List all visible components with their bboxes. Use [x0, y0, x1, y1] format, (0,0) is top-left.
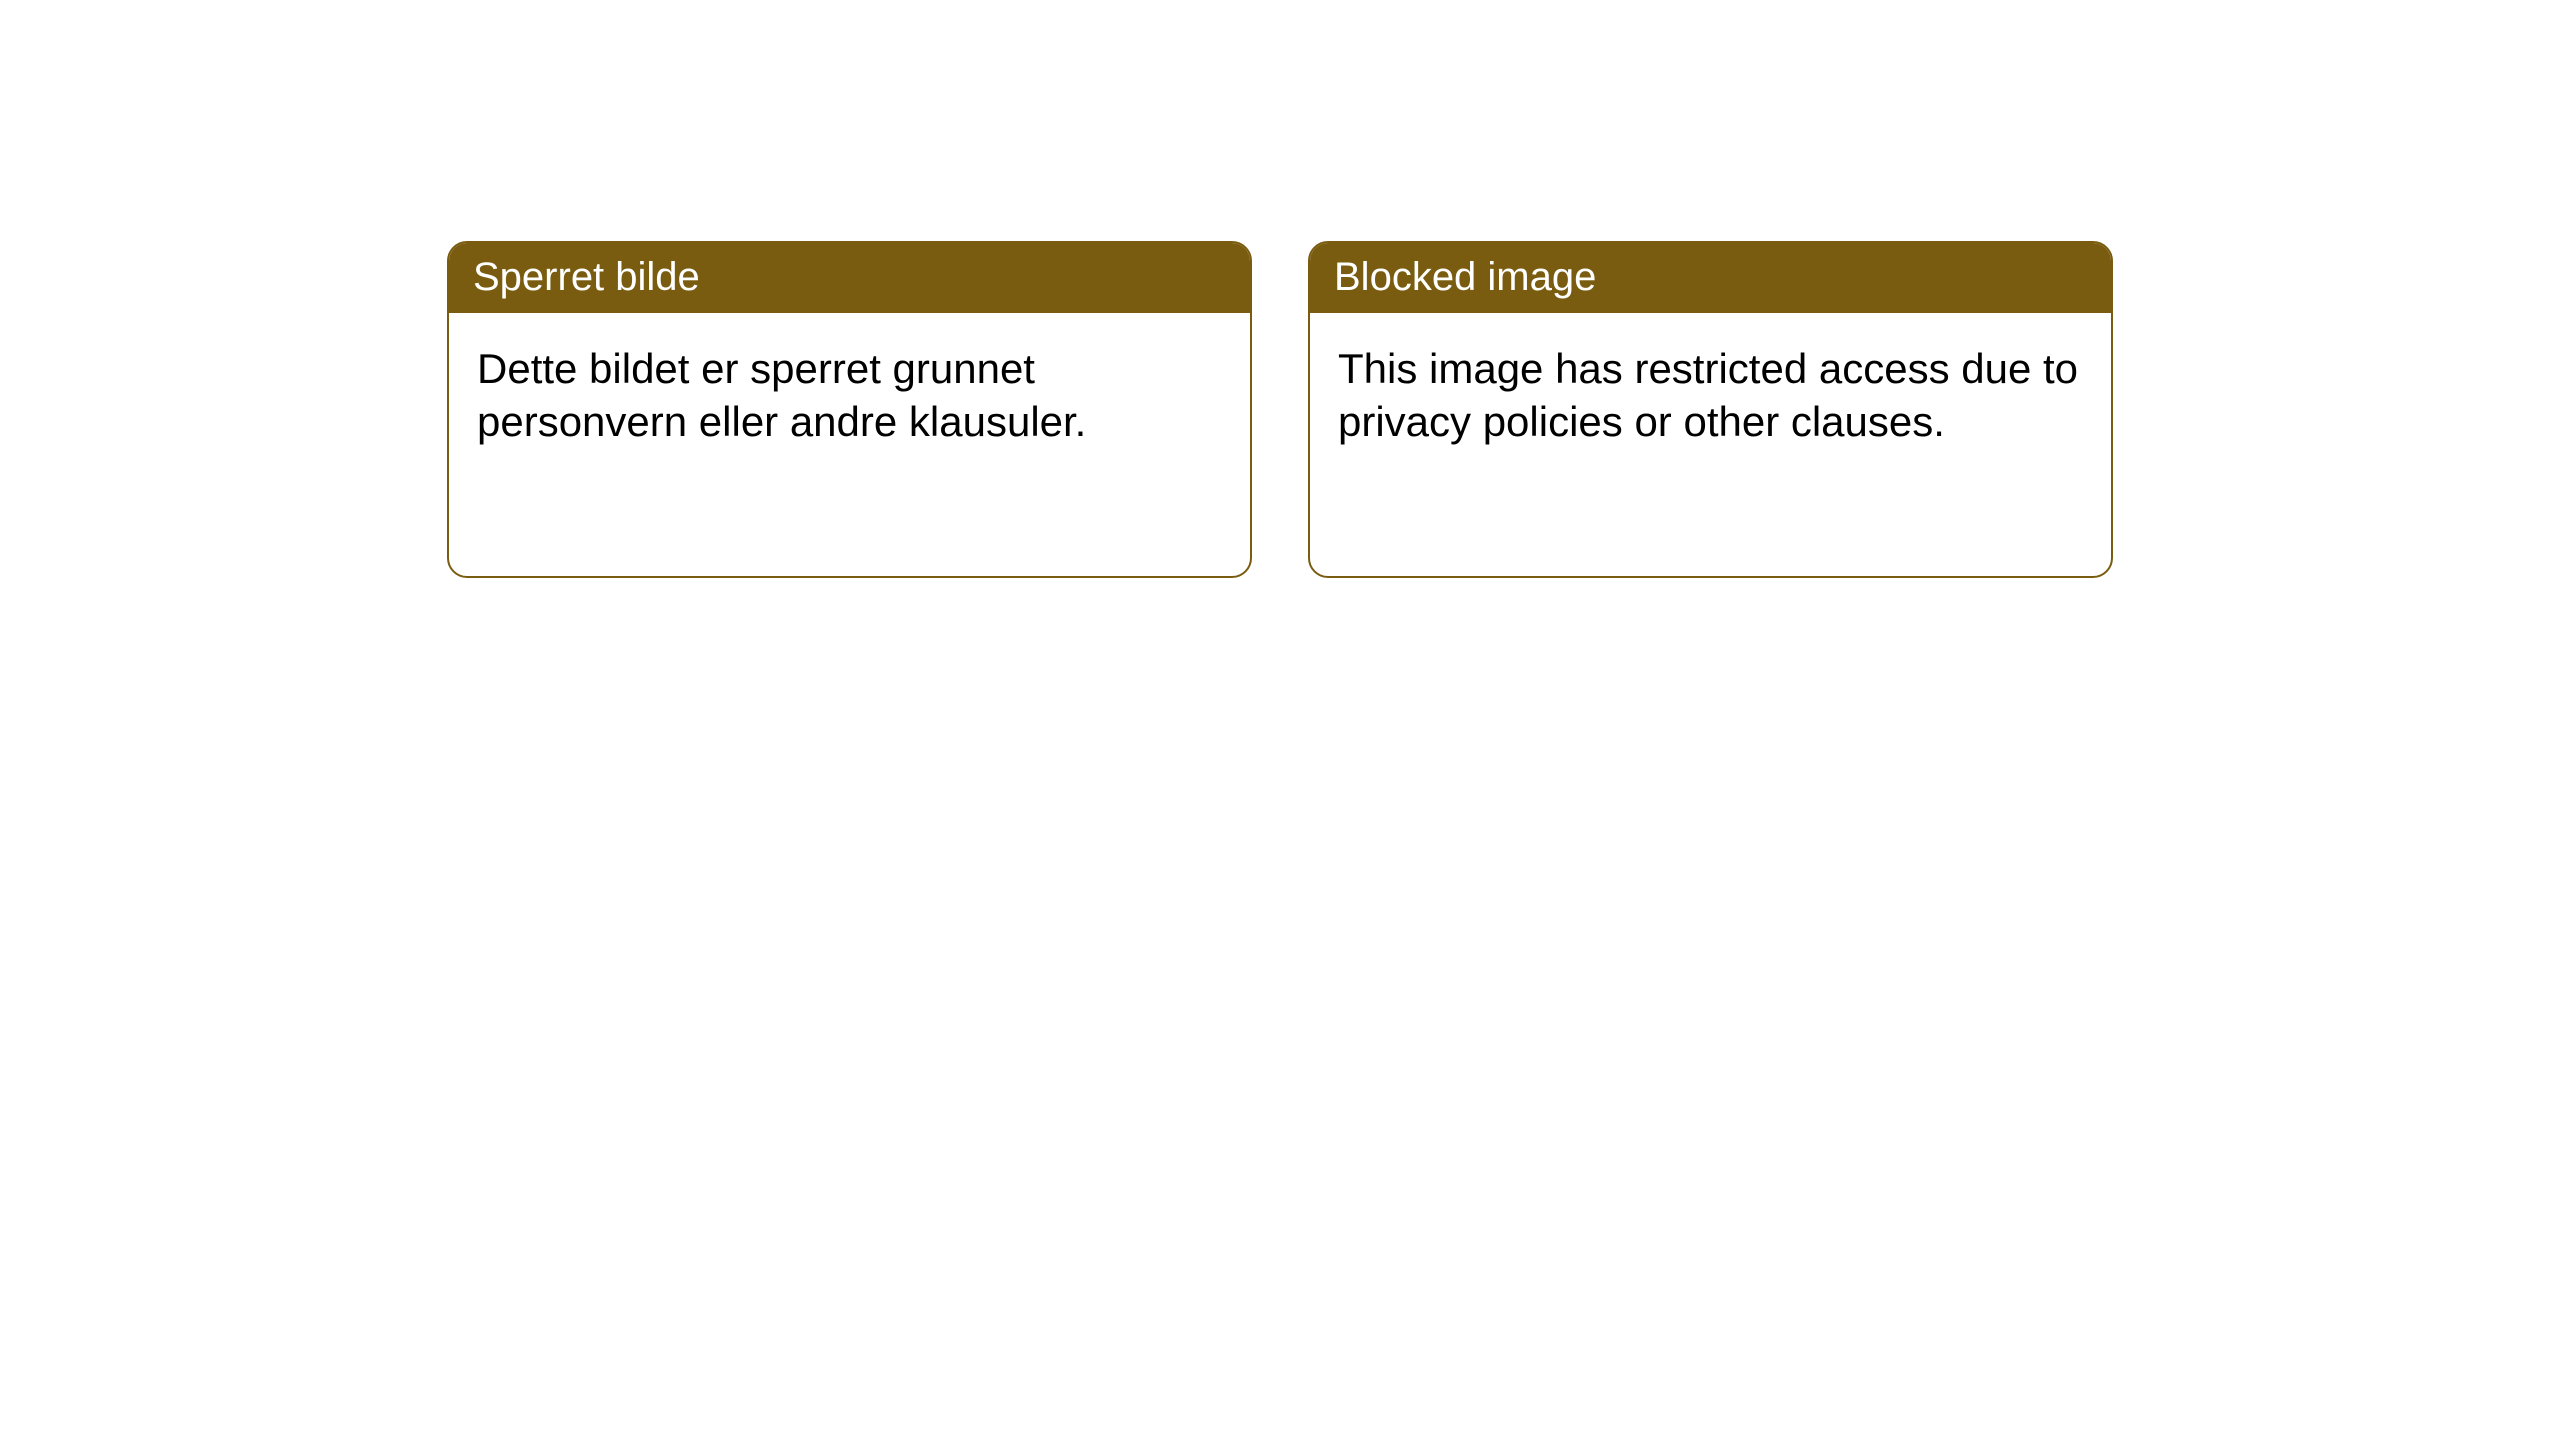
notice-header: Blocked image — [1310, 243, 2111, 313]
notice-container: Sperret bilde Dette bildet er sperret gr… — [0, 0, 2560, 578]
notice-box-english: Blocked image This image has restricted … — [1308, 241, 2113, 578]
notice-header: Sperret bilde — [449, 243, 1250, 313]
notice-box-norwegian: Sperret bilde Dette bildet er sperret gr… — [447, 241, 1252, 578]
notice-body: This image has restricted access due to … — [1310, 313, 2111, 478]
notice-body: Dette bildet er sperret grunnet personve… — [449, 313, 1250, 478]
